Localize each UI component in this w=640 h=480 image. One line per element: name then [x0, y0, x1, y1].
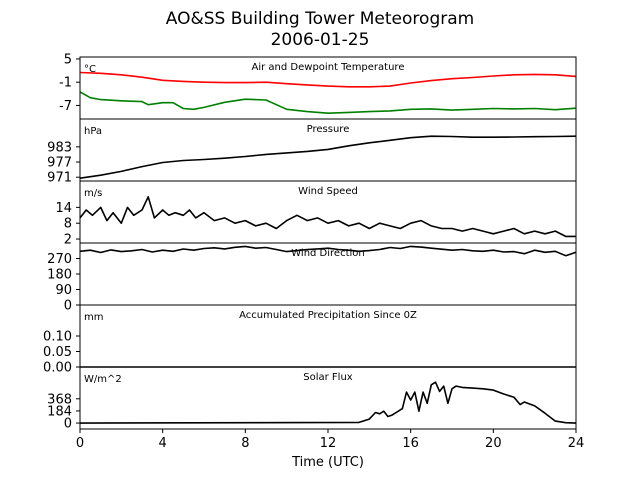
panel-unit-solar_flux: W/m^2 — [84, 374, 122, 385]
x-tick-label: 24 — [568, 436, 585, 451]
series-line-wind_direction — [79, 245, 577, 257]
y-tick-label-pressure: 977 — [47, 156, 72, 171]
panel-precipitation: 0.100.050.00 Accumulated Precipitation Si… — [43, 304, 577, 376]
panel-title-temperature: Air and Dewpoint Temperature — [252, 62, 405, 73]
y-tick-label-wind_speed: 8 — [64, 217, 72, 232]
y-tick-label-precipitation: 0.00 — [43, 361, 72, 376]
x-axis: 0 4 8 12 16 20 24 — [76, 429, 584, 451]
panel-title-solar_flux: Solar Flux — [303, 372, 353, 383]
panel-temperature: 5 -1 -7 Air and Dewpoint Temperature °C — [59, 52, 577, 120]
panel-title-precipitation: Accumulated Precipitation Since 0Z — [239, 310, 417, 321]
y-tick-label-pressure: 971 — [47, 171, 72, 186]
panel-unit-precipitation: mm — [84, 312, 103, 323]
series-line-air — [79, 71, 577, 88]
x-tick-label: 4 — [159, 436, 167, 451]
chart-subtitle: 2006-01-25 — [271, 30, 370, 50]
panel-unit-wind_speed: m/s — [84, 188, 102, 199]
panel-title-wind_direction: Wind Direction — [291, 248, 365, 259]
panel-unit-pressure: hPa — [84, 126, 102, 137]
series-line-dewpoint — [79, 91, 577, 114]
y-tick-label-solar_flux: 0 — [64, 417, 72, 432]
y-tick-label-solar_flux: 184 — [47, 404, 72, 419]
y-tick-label-precipitation: 0.10 — [43, 330, 72, 345]
x-axis-label: Time (UTC) — [291, 455, 364, 470]
series-line-wind_speed — [79, 196, 576, 238]
series-line-solar_flux — [79, 381, 577, 424]
y-tick-label-wind_direction: 0 — [64, 299, 72, 314]
y-tick-label-wind_direction: 90 — [55, 283, 72, 298]
y-tick-label-wind_speed: 2 — [64, 233, 72, 248]
panel-title-wind_speed: Wind Speed — [298, 186, 358, 197]
y-tick-label-pressure: 983 — [47, 140, 72, 155]
series-line-pressure — [79, 135, 577, 179]
chart-title: AO&SS Building Tower Meteorogram — [166, 9, 474, 29]
panel-unit-temperature: °C — [84, 64, 96, 75]
y-tick-label-temperature: -1 — [59, 76, 72, 91]
y-tick-label-precipitation: 0.05 — [43, 345, 72, 360]
panel-title-pressure: Pressure — [307, 124, 350, 135]
y-tick-label-temperature: 5 — [64, 52, 72, 67]
y-tick-label-wind_direction: 270 — [47, 252, 72, 267]
y-tick-label-wind_speed: 14 — [55, 201, 72, 216]
x-tick-label: 12 — [320, 436, 337, 451]
y-tick-label-solar_flux: 368 — [47, 392, 72, 407]
y-tick-label-temperature: -7 — [59, 99, 72, 114]
x-tick-label: 0 — [76, 436, 84, 451]
y-tick-label-wind_direction: 180 — [47, 268, 72, 283]
x-tick-label: 16 — [402, 436, 419, 451]
x-tick-label: 20 — [485, 436, 502, 451]
x-tick-label: 8 — [241, 436, 249, 451]
